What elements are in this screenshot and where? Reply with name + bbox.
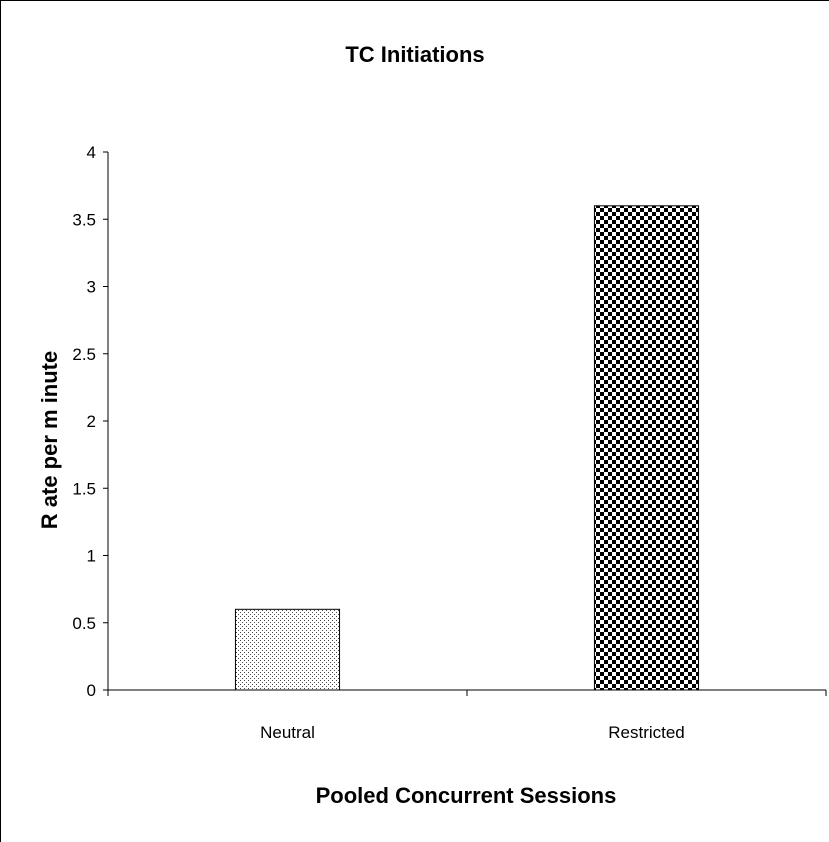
y-tick-label: 1.5 — [72, 479, 96, 498]
y-tick-label: 0 — [87, 681, 96, 700]
y-tick-label: 2.5 — [72, 345, 96, 364]
x-axis-title: Pooled Concurrent Sessions — [316, 783, 617, 808]
y-tick-label: 2 — [87, 412, 96, 431]
y-tick-label: 4 — [87, 143, 96, 162]
bar-restricted — [593, 205, 700, 691]
y-axis: 0 0.5 1 1.5 2 2.5 3 3.5 4 — [72, 143, 109, 700]
y-tick-label: 3.5 — [72, 210, 96, 229]
y-tick-label: 0.5 — [72, 614, 96, 633]
chart-title: TC Initiations — [345, 42, 484, 67]
y-tick-label: 1 — [87, 547, 96, 566]
y-tick-label: 3 — [87, 278, 96, 297]
x-tick-label: Neutral — [260, 723, 315, 742]
x-tick-label: Restricted — [608, 723, 685, 742]
y-axis-title: R ate per m inute — [37, 351, 62, 529]
bars — [234, 205, 700, 691]
bar-neutral — [234, 608, 341, 691]
x-axis: Neutral Restricted — [107, 689, 827, 742]
